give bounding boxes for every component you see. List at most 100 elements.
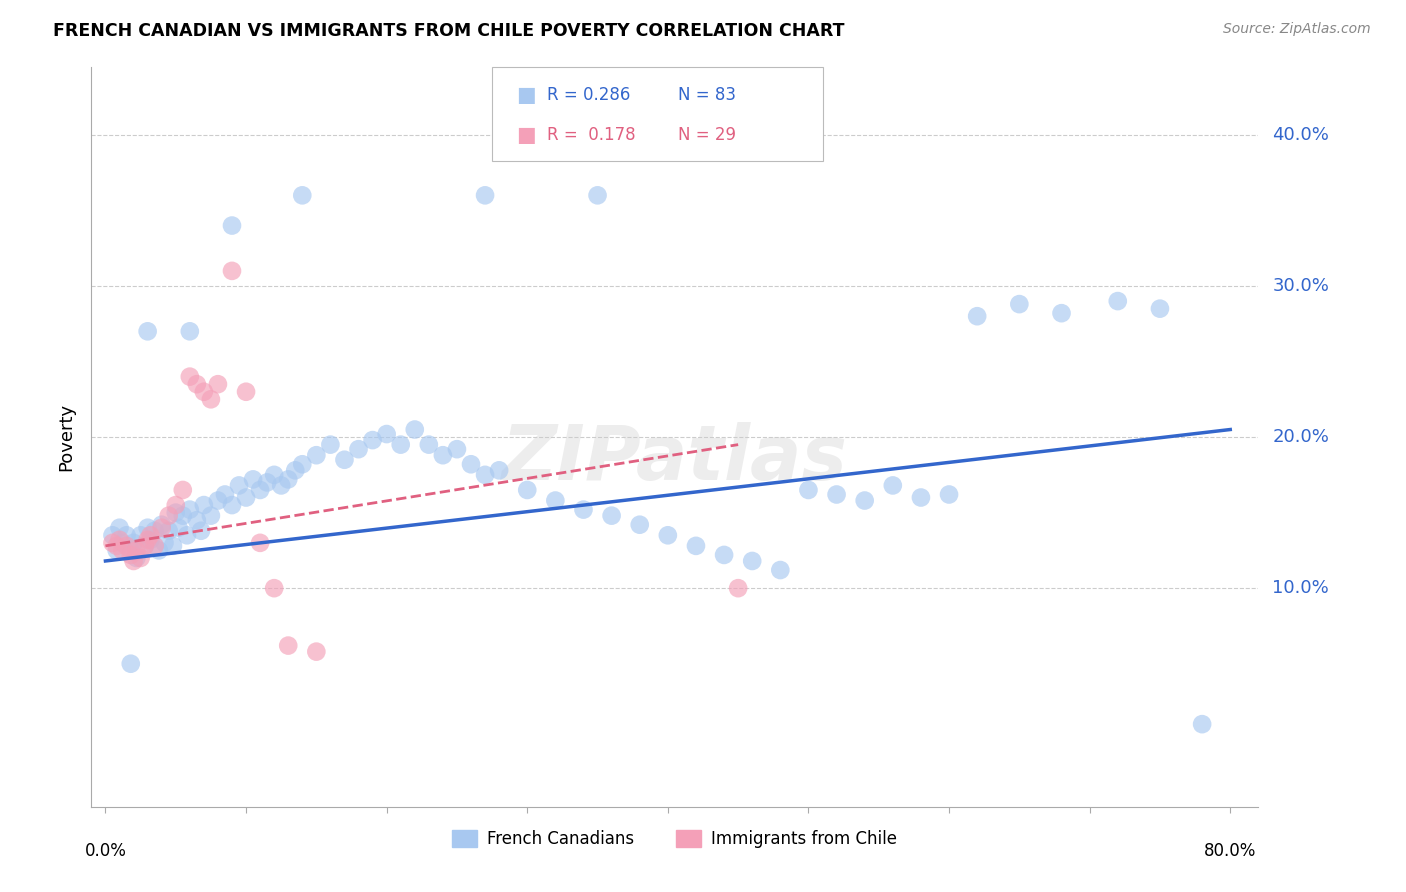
Point [741, 554, 763, 568]
Point [375, 427, 398, 442]
Point [249, 536, 271, 550]
Point [193, 498, 215, 512]
Text: ZIPatlas: ZIPatlas [502, 422, 848, 496]
Point [221, 219, 243, 233]
Point [179, 502, 201, 516]
Point [277, 472, 299, 486]
Point [938, 487, 960, 501]
Point [143, 524, 166, 538]
Point [389, 437, 412, 451]
Text: ■: ■ [516, 125, 536, 145]
Point [446, 442, 468, 457]
Point [1008, 297, 1031, 311]
Text: FRENCH CANADIAN VS IMMIGRANTS FROM CHILE POVERTY CORRELATION CHART: FRENCH CANADIAN VS IMMIGRANTS FROM CHILE… [53, 22, 845, 40]
Text: Source: ZipAtlas.com: Source: ZipAtlas.com [1223, 22, 1371, 37]
Point [882, 478, 904, 492]
Point [108, 521, 131, 535]
Point [139, 528, 162, 542]
Point [214, 487, 236, 501]
Text: N = 29: N = 29 [678, 126, 735, 144]
Point [120, 548, 142, 562]
Point [179, 369, 201, 384]
Point [628, 517, 651, 532]
Point [122, 536, 145, 550]
Point [172, 483, 194, 497]
Point [460, 457, 482, 471]
Point [270, 478, 292, 492]
Point [136, 521, 159, 535]
Point [108, 533, 131, 547]
Point [235, 491, 257, 505]
Point [167, 521, 190, 535]
Point [179, 324, 201, 338]
Point [242, 472, 264, 486]
Point [1107, 294, 1129, 309]
Point [165, 498, 187, 512]
Point [136, 324, 159, 338]
Point [148, 543, 170, 558]
Point [249, 483, 271, 497]
Point [193, 384, 215, 399]
Point [291, 188, 314, 202]
Point [347, 442, 370, 457]
Point [797, 483, 820, 497]
Point [139, 533, 162, 547]
Text: R =  0.178: R = 0.178 [547, 126, 636, 144]
Point [713, 548, 735, 562]
Point [769, 563, 792, 577]
Point [474, 188, 496, 202]
Point [200, 508, 222, 523]
Point [228, 478, 250, 492]
Point [319, 437, 342, 451]
Point [207, 377, 229, 392]
Point [143, 539, 166, 553]
Point [572, 502, 595, 516]
Point [291, 457, 314, 471]
Text: ■: ■ [516, 85, 536, 105]
Point [105, 539, 128, 553]
Point [101, 536, 124, 550]
Point [111, 543, 134, 558]
Point [600, 508, 623, 523]
Text: 10.0%: 10.0% [1272, 579, 1329, 597]
Point [256, 475, 278, 490]
Point [263, 467, 285, 482]
Point [162, 539, 184, 553]
Point [361, 433, 384, 447]
Text: 0.0%: 0.0% [84, 842, 127, 860]
Legend: French Canadians, Immigrants from Chile: French Canadians, Immigrants from Chile [446, 823, 904, 855]
Text: 80.0%: 80.0% [1204, 842, 1257, 860]
Point [966, 309, 988, 323]
Point [207, 493, 229, 508]
Point [125, 551, 148, 566]
Point [333, 452, 356, 467]
Point [129, 551, 152, 566]
Point [157, 508, 180, 523]
Point [727, 581, 749, 595]
Point [105, 543, 128, 558]
Text: 20.0%: 20.0% [1272, 428, 1329, 446]
Point [120, 657, 142, 671]
Point [910, 491, 932, 505]
Point [153, 536, 176, 550]
Point [404, 423, 426, 437]
Point [825, 487, 848, 501]
Point [221, 498, 243, 512]
Text: 40.0%: 40.0% [1272, 126, 1329, 144]
Point [284, 463, 307, 477]
Point [305, 645, 328, 659]
Point [172, 508, 194, 523]
Point [474, 467, 496, 482]
Y-axis label: Poverty: Poverty [58, 403, 76, 471]
Point [111, 536, 134, 550]
Text: N = 83: N = 83 [678, 87, 735, 104]
Point [418, 437, 440, 451]
Text: 30.0%: 30.0% [1272, 277, 1329, 295]
Point [129, 528, 152, 542]
Point [186, 513, 208, 527]
Point [190, 524, 212, 538]
Point [488, 463, 510, 477]
Point [235, 384, 257, 399]
Point [120, 543, 142, 558]
Point [586, 188, 609, 202]
